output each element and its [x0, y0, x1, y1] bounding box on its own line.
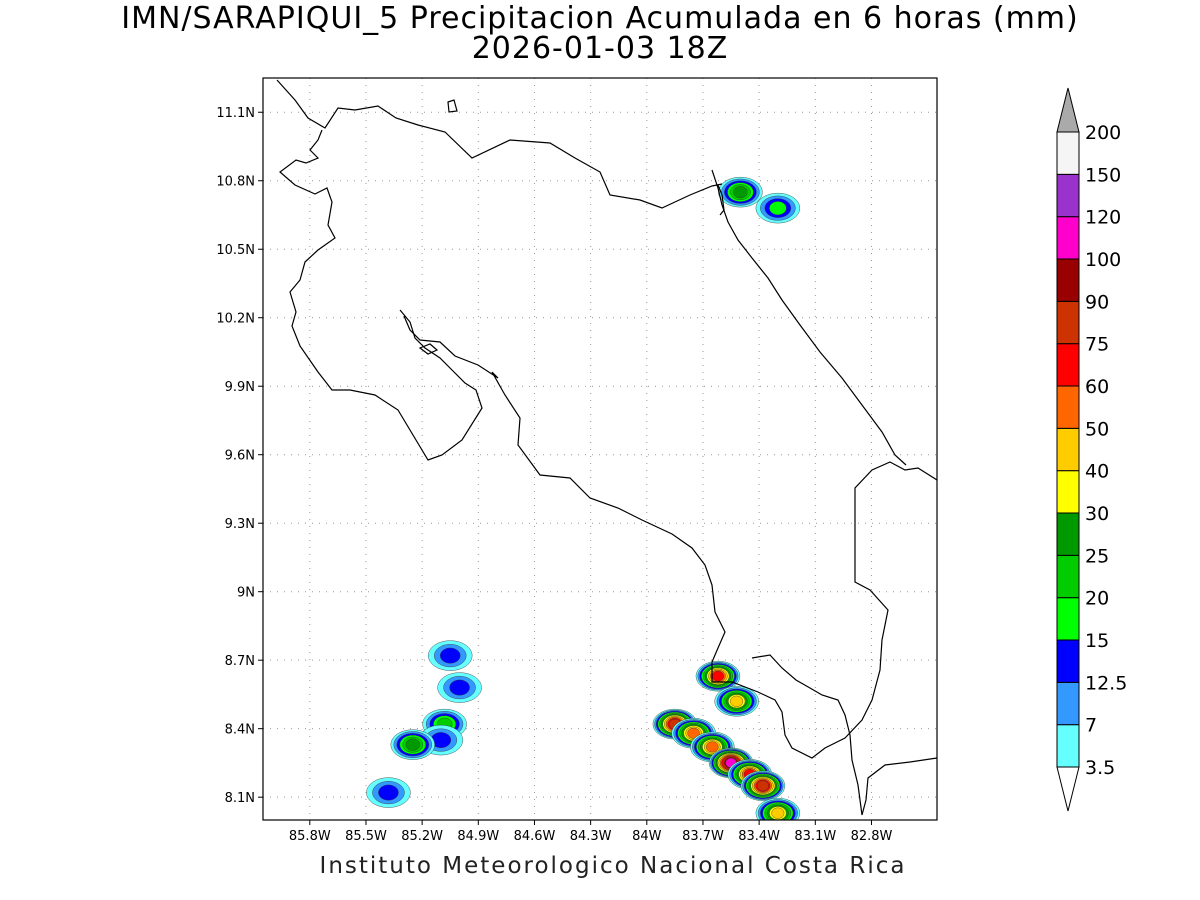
lat-tick-label: 9.3N: [225, 517, 255, 532]
precip-contour-band: [706, 741, 719, 753]
colorbar-swatch: [1056, 343, 1080, 387]
precip-cell: [714, 686, 759, 717]
latitude-axis: 8.1N 8.4N 8.7N 9N 9.3N 9.6N 9.9N 10.2N 10.5N 10.8…: [216, 106, 263, 806]
lon-tick-label: 85.8W: [289, 829, 331, 844]
lon-tick-label: 84W: [632, 829, 662, 844]
lat-tick-label: 9.9N: [225, 380, 255, 395]
longitude-axis: 85.8W 85.5W 85.2W 84.9W 84.6W 84.3W 84W 83.7W 83…: [289, 820, 893, 844]
nicoya-gulf-coast: [403, 315, 937, 759]
colorbar-level-label: 120: [1085, 207, 1121, 229]
colorbar-level-label: 100: [1085, 249, 1121, 271]
color-legend: 3.5 7 12.5 15 20 25 30 40 50 60 75 90 100 120 150 200: [1056, 87, 1127, 812]
lat-tick-label: 11.1N: [216, 106, 255, 121]
lat-tick-label: 8.1N: [225, 791, 255, 806]
colorbar-swatch: [1056, 724, 1080, 768]
colorbar-swatch: [1056, 300, 1080, 345]
precip-cell: [755, 797, 801, 820]
footer-credit: Instituto Meteorologico Nacional Costa R…: [319, 853, 907, 879]
colorbar-level-label: 200: [1085, 122, 1121, 144]
precip-cell: [695, 660, 741, 692]
lon-tick-label: 83.1W: [794, 829, 836, 844]
colorbar-swatch: [1056, 597, 1080, 641]
colorbar-level-label: 15: [1085, 630, 1109, 652]
precip-cell: [437, 672, 482, 703]
colorbar-swatch: [1056, 512, 1080, 556]
lon-tick-label: 83.7W: [682, 829, 724, 844]
colorbar-level-label: 150: [1085, 164, 1121, 186]
colorbar-swatch: [1056, 131, 1080, 175]
colorbar-swatch: [1056, 639, 1080, 683]
precip-cell: [718, 176, 763, 208]
colorbar-swatch: [1056, 258, 1080, 302]
precipitation-field: [366, 176, 801, 820]
precip-contour-band: [378, 784, 399, 801]
precip-contour-band: [687, 727, 700, 739]
lat-tick-label: 10.5N: [216, 243, 255, 258]
precip-cell: [755, 192, 801, 224]
lat-tick-label: 10.8N: [216, 175, 255, 190]
nicoya-island: [418, 343, 439, 355]
colorbar-swatch: [1056, 470, 1080, 514]
precip-cell: [390, 729, 435, 760]
coastline-borders: [276, 79, 937, 816]
map-frame: [262, 77, 938, 821]
colorbar-swatch: [1056, 554, 1080, 599]
precip-contour-band: [440, 647, 461, 664]
colorbar-level-label: 3.5: [1085, 757, 1115, 779]
colorbar-min-arrow: [1056, 766, 1080, 812]
map-datetime: 2026-01-03 18Z: [471, 31, 729, 66]
nicaragua-border: [276, 79, 723, 209]
precip-contour-band: [405, 738, 420, 751]
lon-tick-label: 83.4W: [738, 829, 780, 844]
precip-contour-band: [757, 780, 769, 791]
colorbar-level-label: 20: [1085, 588, 1109, 610]
colorbar-level-label: 50: [1085, 418, 1109, 440]
precip-contour-band: [449, 679, 470, 696]
colorbar-level-label: 90: [1085, 291, 1109, 313]
precip-cell: [740, 770, 786, 801]
colorbar-level-label: 40: [1085, 461, 1109, 483]
precip-cell: [366, 777, 411, 808]
map-background: [263, 78, 937, 820]
lat-tick-label: 10.2N: [216, 312, 255, 327]
colorbar-level-label: 60: [1085, 376, 1109, 398]
lon-tick-label: 84.3W: [570, 829, 612, 844]
northwest-pacific-coast: [279, 129, 483, 461]
lat-tick-label: 8.7N: [225, 654, 255, 669]
graticule: [263, 78, 937, 820]
lat-tick-label: 9.6N: [225, 449, 255, 464]
lon-tick-label: 85.5W: [345, 829, 387, 844]
colorbar-max-arrow: [1056, 87, 1080, 133]
colorbar-level-label: 30: [1085, 503, 1109, 525]
precip-contour-band: [711, 670, 724, 682]
precip-contour-band: [771, 807, 785, 819]
precip-cell: [428, 640, 473, 671]
lon-tick-label: 84.6W: [514, 829, 556, 844]
small-island: [447, 99, 458, 113]
san-juan-river: [717, 184, 725, 216]
panama-border: [751, 654, 863, 816]
lat-tick-label: 9N: [237, 586, 255, 601]
colorbar-level-label: 25: [1085, 545, 1109, 567]
colorbar-swatch: [1056, 385, 1080, 429]
precip-contour-band: [730, 695, 744, 707]
lon-tick-label: 84.9W: [457, 829, 499, 844]
panama-south-coast: [861, 757, 937, 816]
colorbar-level-label: 75: [1085, 334, 1109, 356]
precip-contour-band: [769, 201, 787, 216]
lon-tick-label: 82.8W: [851, 829, 893, 844]
colorbar-swatch: [1056, 216, 1080, 260]
colorbar-swatch: [1056, 173, 1080, 218]
colorbar-swatch: [1056, 427, 1080, 472]
map-title: IMN/SARAPIQUI_5 Precipitacion Acumulada …: [121, 1, 1079, 36]
precip-contour-band: [733, 186, 748, 199]
colorbar-level-label: 7: [1085, 715, 1097, 737]
colorbar-swatch: [1056, 681, 1080, 726]
colorbar-level-label: 12.5: [1085, 672, 1127, 694]
lat-tick-label: 8.4N: [225, 723, 255, 738]
lon-tick-label: 85.2W: [401, 829, 443, 844]
